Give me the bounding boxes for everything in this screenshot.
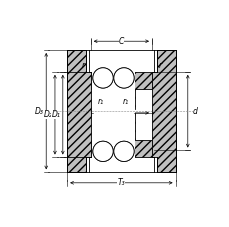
Circle shape <box>113 141 134 161</box>
Text: D₂: D₂ <box>43 110 52 119</box>
Bar <box>89 50 153 172</box>
Text: r: r <box>82 61 85 70</box>
Circle shape <box>93 68 113 88</box>
Text: r₁: r₁ <box>98 97 104 106</box>
Circle shape <box>93 141 113 161</box>
Text: T₃: T₃ <box>117 178 125 187</box>
Text: C: C <box>118 37 123 46</box>
Text: r: r <box>158 61 161 70</box>
Text: d: d <box>191 107 196 116</box>
Text: D₁: D₁ <box>51 110 60 119</box>
Circle shape <box>113 68 134 88</box>
Polygon shape <box>90 72 151 109</box>
Polygon shape <box>90 113 151 158</box>
Polygon shape <box>151 50 175 172</box>
Text: B: B <box>118 101 123 110</box>
Text: r₁: r₁ <box>122 97 128 106</box>
Circle shape <box>93 68 113 88</box>
Bar <box>92 67 134 162</box>
Circle shape <box>93 141 113 161</box>
Circle shape <box>113 68 134 88</box>
Polygon shape <box>67 50 90 172</box>
Circle shape <box>113 141 134 161</box>
Text: D₃: D₃ <box>35 107 44 116</box>
